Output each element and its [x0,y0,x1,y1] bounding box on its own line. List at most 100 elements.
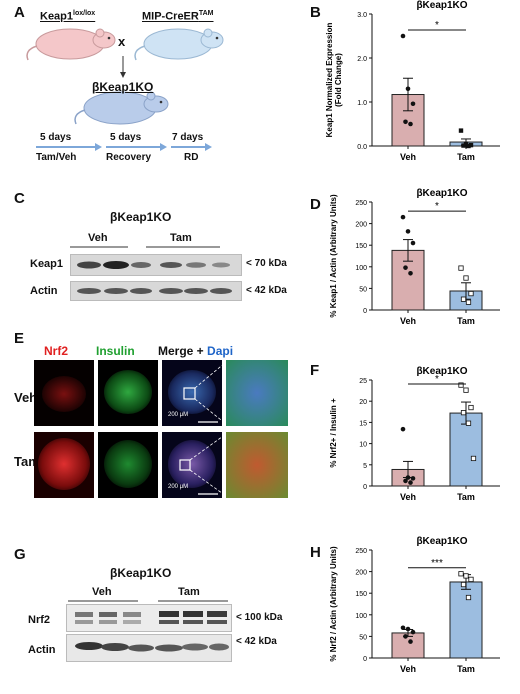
chart-h-point [463,573,469,579]
chart-b-point [466,143,471,149]
scale-label-tam: 200 μM [168,484,189,490]
micro-veh-zoom [226,360,288,426]
chart-d-ytick-label: 250 [355,200,367,207]
panel-label-c: C [14,190,25,207]
panel-label-a: A [14,4,25,21]
chart-d-point [468,290,474,297]
chart-d-ytick-label: 150 [355,243,367,250]
micro-col-merge-text: Merge + [158,344,208,358]
chart-b-point [400,33,406,39]
cross-symbol: x [118,34,126,49]
blot-c-group-lines [70,246,220,248]
chart-b-xlabel-veh: Veh [400,152,416,162]
chart-d-ytick-label: 0 [363,308,367,315]
chart-h-point [468,576,474,582]
blot-g-nrf2-bands [75,611,227,624]
timeline-phase-3: RD [184,152,199,163]
chart-h-point [465,594,472,601]
chart-h: βKeap1KO % Nrf2 / Actin (Arbitrary Units)… [329,536,500,674]
chart-b-point [410,101,416,107]
mouse-left-icon [26,28,116,61]
chart-f-title: βKeap1KO [416,366,467,377]
blot-c-title: βKeap1KO [110,210,172,224]
chart-h-ytick-label: 200 [355,570,367,577]
blot-g-row-nrf2: Nrf2 [28,614,51,626]
chart-h-ytick-label: 100 [355,613,367,620]
chart-f-point [458,382,464,388]
chart-h-ylabel: % Nrf2 / Actin (Arbitrary Units) [329,546,338,662]
timeline-days-3: 7 days [172,132,204,143]
blot-c-keap1-bands [77,261,230,269]
chart-f-ytick-label: 25 [359,378,367,385]
chart-f-ytick-label: 20 [359,399,367,406]
mouse-right-icon [134,28,224,61]
chart-h-title: βKeap1KO [416,536,467,547]
mouse-offspring-icon [74,91,169,125]
timeline-phase-2: Recovery [106,152,152,163]
chart-h-xlabel-tam: Tam [457,664,475,674]
chart-h-point [408,639,413,644]
chart-h-point [405,626,411,632]
blot-g-title: βKeap1KO [110,566,172,580]
chart-f-point [468,404,474,411]
chart-b-ytick-label: 1.0 [357,100,367,107]
micro-row-veh: Veh [14,390,38,405]
chart-f-point [408,480,413,485]
chart-b-ylabel: Keap1 Normalized Expression(Fold Change) [325,23,343,138]
chart-h-xlabel-veh: Veh [400,664,416,674]
chart-d-ylabel: % Keap1 / Actin (Arbitrary Units) [329,194,338,318]
chart-b-ylabel-line2: (Fold Change) [334,53,343,107]
chart-h-point [460,581,467,588]
chart-b-xlabel-tam: Tam [457,152,475,162]
chart-d-point [458,265,464,271]
mouse-right-sup: TAM [198,10,214,17]
offspring-label: βKeap1KO [92,80,154,94]
chart-b-point [461,143,466,148]
chart-h-point [458,571,464,577]
micro-col-merge: Merge + Dapi [158,344,233,358]
chart-f-point [465,420,472,426]
chart-f-sig-label: * [435,374,439,385]
blot-g-row-actin: Actin [28,644,56,656]
chart-d-sig-label: * [435,201,439,212]
chart-d-point [405,229,411,234]
chart-b-title: βKeap1KO [416,0,467,11]
chart-f-point [470,455,477,462]
blot-g-group-tam: Tam [178,586,200,598]
chart-d-point [460,296,467,302]
mouse-left-sup: lox/lox [73,10,96,17]
chart-b-point [408,121,413,127]
chart-d-ytick-label: 100 [355,265,367,272]
chart-d-point [410,240,416,246]
chart-b-sig-label: * [435,20,439,31]
blot-g-size-nrf2: < 100 kDa [236,612,283,623]
micrograph-grid [34,360,288,498]
chart-b-ytick-label: 2.0 [357,56,367,63]
chart-f: βKeap1KO % Nrf2+ / Insulin + 0 5 10 15 20 25 Veh… [329,366,500,502]
chart-h-ytick-label: 150 [355,591,367,598]
blot-c-size-actin: < 42 kDa [246,285,287,296]
chart-f-ytick-label: 0 [363,484,367,491]
chart-f-point [403,478,408,484]
blot-c-keap1-strip [70,254,242,276]
chart-h-ytick-label: 0 [363,656,367,663]
blot-g-nrf2-strip [66,604,232,632]
panel-label-h: H [310,544,321,561]
panel-label-d: D [310,196,321,213]
blot-c-actin-strip [70,281,242,301]
chart-d-point [403,265,408,270]
mouse-left-name: Keap1 [40,10,74,23]
micro-tam-zoom [226,432,288,498]
timeline-days-2: 5 days [110,132,142,143]
chart-f-point [400,426,406,432]
micro-col-dapi: Dapi [207,344,234,358]
chart-f-point [410,476,416,481]
blot-c-group-veh: Veh [88,232,108,244]
blot-c-group-tam: Tam [170,232,192,244]
chart-f-ytick-label: 10 [359,442,367,449]
chart-h-ytick-label: 50 [359,634,367,641]
chart-f-point [460,410,467,416]
chart-d-xlabel-tam: Tam [457,316,475,326]
panel-label-f: F [310,362,320,379]
blot-g-actin-strip [66,634,232,662]
